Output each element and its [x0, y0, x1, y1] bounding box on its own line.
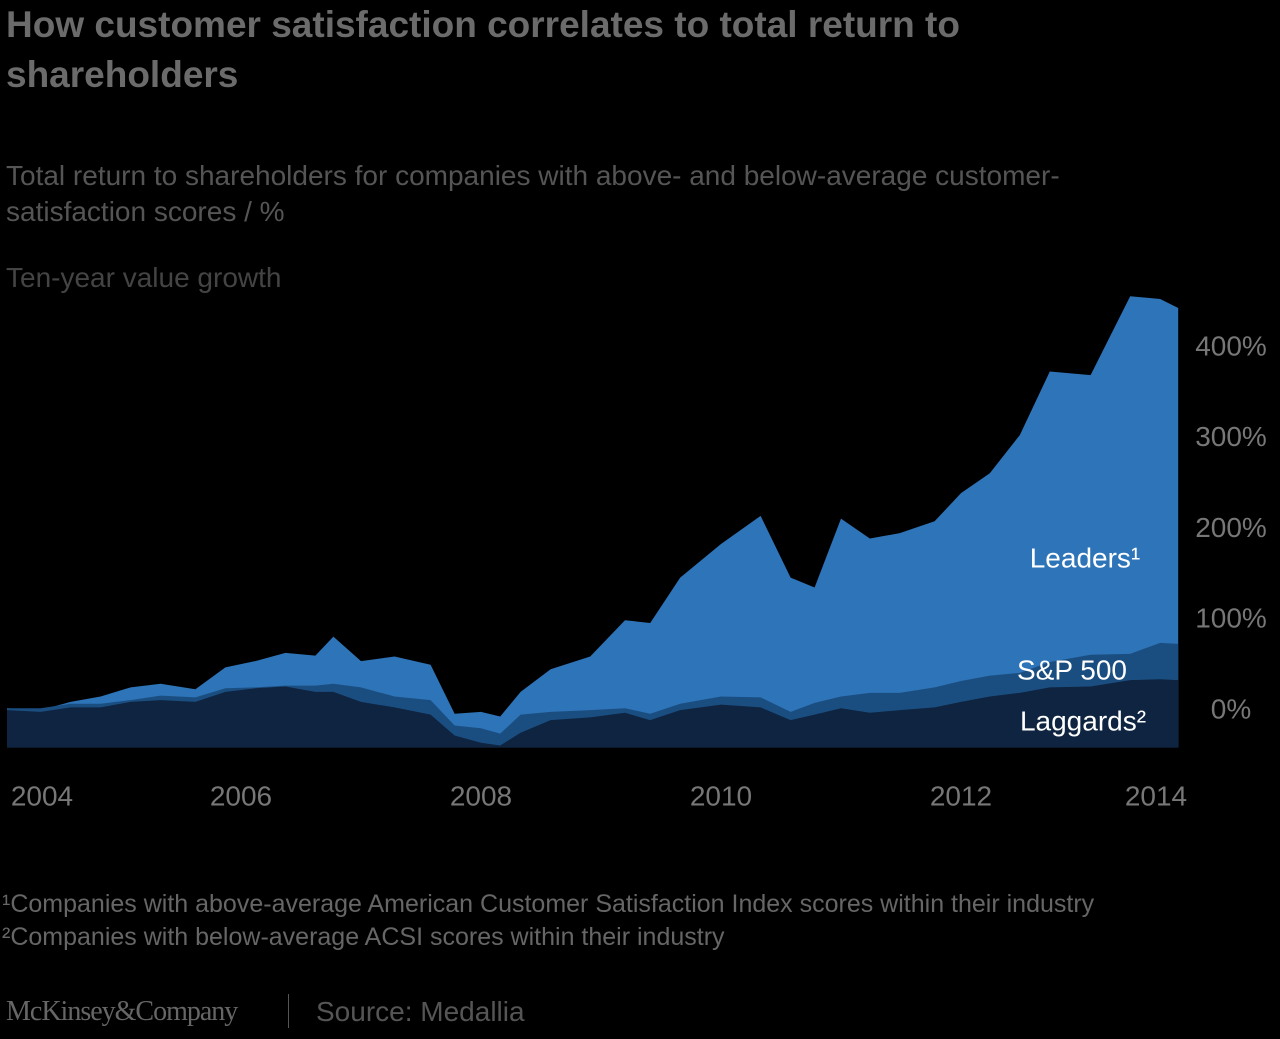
separator — [288, 994, 289, 1028]
x-tick-label: 2010 — [690, 780, 752, 811]
y-tick-label: 300% — [1195, 421, 1267, 452]
y-tick-label: 100% — [1195, 603, 1267, 634]
chart-title: How customer satisfaction correlates to … — [6, 4, 960, 95]
footnote: ¹Companies with above-average American C… — [2, 890, 1095, 918]
chart: Leaders¹ S&P 500 Laggards² 0% 100% 200% 300% 40… — [7, 296, 1267, 811]
y-axis-label: Ten-year value growth — [6, 262, 282, 293]
x-tick-label: 2008 — [450, 780, 512, 811]
y-tick-label: 400% — [1195, 330, 1267, 361]
chart-subtitle: Total return to shareholders for compani… — [6, 160, 1060, 227]
y-tick-label: 0% — [1211, 693, 1251, 724]
y-tick-label: 200% — [1195, 512, 1267, 543]
x-tick-label: 2014 — [1125, 780, 1187, 811]
footnote: ²Companies with below-average ACSI score… — [2, 923, 725, 951]
x-tick-label: 2004 — [11, 780, 73, 811]
series-label: S&P 500 — [1017, 654, 1127, 685]
area — [7, 296, 1179, 748]
series-label: Leaders¹ — [1030, 542, 1141, 573]
series-label: Laggards² — [1020, 705, 1146, 736]
x-tick-label: 2012 — [930, 780, 992, 811]
brand: McKinsey&Company — [6, 996, 238, 1027]
source: Source: Medallia — [316, 996, 525, 1027]
area — [7, 679, 1179, 748]
x-tick-label: 2006 — [210, 780, 272, 811]
